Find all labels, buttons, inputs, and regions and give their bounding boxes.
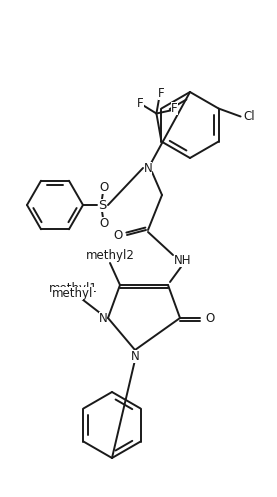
Text: S: S <box>98 198 106 212</box>
Text: methyl: methyl <box>52 286 94 300</box>
Text: F: F <box>158 87 165 100</box>
Text: O: O <box>205 312 215 325</box>
Text: O: O <box>99 217 109 230</box>
Text: NH: NH <box>174 253 192 266</box>
Text: Cl: Cl <box>244 110 255 123</box>
Text: methyl2: methyl2 <box>86 248 134 261</box>
Text: methyl1: methyl1 <box>48 281 98 295</box>
Text: O: O <box>113 229 123 242</box>
Text: F: F <box>137 97 144 110</box>
Text: F: F <box>171 102 178 115</box>
Text: N: N <box>99 312 107 325</box>
Text: N: N <box>144 162 152 174</box>
Text: N: N <box>131 349 139 362</box>
Text: O: O <box>99 180 109 193</box>
